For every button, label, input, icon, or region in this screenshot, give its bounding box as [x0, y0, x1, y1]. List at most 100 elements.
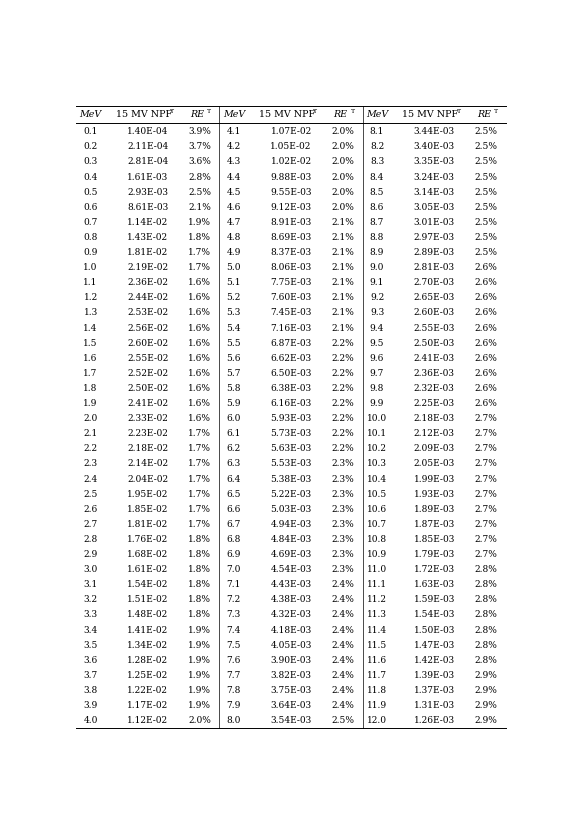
Text: 0.6: 0.6: [83, 203, 98, 212]
Text: 10.3: 10.3: [367, 460, 387, 469]
Text: 3.05E-03: 3.05E-03: [414, 203, 455, 212]
Text: 4.3: 4.3: [227, 158, 241, 167]
Text: 5.8: 5.8: [227, 384, 241, 393]
Text: T: T: [170, 108, 174, 113]
Text: 1.99E-03: 1.99E-03: [414, 475, 455, 484]
Text: 5.1: 5.1: [227, 278, 241, 287]
Text: 5.73E-03: 5.73E-03: [270, 429, 312, 438]
Text: 4.32E-03: 4.32E-03: [270, 611, 312, 619]
Text: 7.8: 7.8: [227, 686, 241, 695]
Text: 10.1: 10.1: [367, 429, 387, 438]
Text: 1.54E-03: 1.54E-03: [414, 611, 455, 619]
Text: 2.3: 2.3: [83, 460, 98, 469]
Text: 1.93E-03: 1.93E-03: [414, 489, 455, 498]
Text: 1.6%: 1.6%: [188, 399, 211, 408]
Text: 2.2%: 2.2%: [331, 414, 354, 423]
Text: 9.3: 9.3: [370, 309, 384, 318]
Text: 2.7%: 2.7%: [474, 535, 498, 544]
Text: 2.7%: 2.7%: [474, 505, 498, 514]
Text: 2.9%: 2.9%: [474, 686, 498, 695]
Text: 2.1%: 2.1%: [331, 278, 354, 287]
Text: 1.41E-02: 1.41E-02: [127, 626, 169, 635]
Text: 1.14E-02: 1.14E-02: [127, 218, 169, 227]
Text: 6.38E-03: 6.38E-03: [270, 384, 312, 393]
Text: 5.53E-03: 5.53E-03: [270, 460, 312, 469]
Text: 1.54E-02: 1.54E-02: [127, 580, 169, 589]
Text: 2.1%: 2.1%: [331, 323, 354, 333]
Text: 5.03E-03: 5.03E-03: [270, 505, 312, 514]
Text: 7.5: 7.5: [227, 640, 241, 649]
Text: 5.7: 5.7: [227, 369, 241, 378]
Text: 7.6: 7.6: [227, 656, 241, 665]
Text: 4.69E-03: 4.69E-03: [270, 550, 312, 559]
Text: T: T: [494, 108, 498, 113]
Text: 11.6: 11.6: [367, 656, 387, 665]
Text: 8.37E-03: 8.37E-03: [270, 248, 312, 257]
Text: 2.65E-03: 2.65E-03: [414, 293, 455, 302]
Text: 2.5%: 2.5%: [474, 218, 498, 227]
Text: 3.90E-03: 3.90E-03: [270, 656, 312, 665]
Text: 1.28E-02: 1.28E-02: [127, 656, 169, 665]
Text: 2.8%: 2.8%: [474, 656, 498, 665]
Text: 1.7%: 1.7%: [188, 444, 211, 453]
Text: 2.3%: 2.3%: [331, 565, 354, 574]
Text: 4.94E-03: 4.94E-03: [270, 520, 312, 529]
Text: 0.9: 0.9: [83, 248, 98, 257]
Text: 9.55E-03: 9.55E-03: [270, 188, 312, 197]
Text: 1.9%: 1.9%: [188, 701, 211, 710]
Text: 6.9: 6.9: [227, 550, 241, 559]
Text: 1.6%: 1.6%: [188, 384, 211, 393]
Text: 2.19E-02: 2.19E-02: [127, 264, 169, 272]
Text: 4.05E-03: 4.05E-03: [270, 640, 312, 649]
Text: 11.3: 11.3: [367, 611, 387, 619]
Text: 7.75E-03: 7.75E-03: [270, 278, 312, 287]
Text: 5.4: 5.4: [227, 323, 241, 333]
Text: 2.2: 2.2: [83, 444, 98, 453]
Text: 1.8%: 1.8%: [188, 535, 211, 544]
Text: 2.11E-04: 2.11E-04: [127, 142, 169, 151]
Text: 8.9: 8.9: [370, 248, 384, 257]
Text: 6.1: 6.1: [227, 429, 241, 438]
Text: 1.9%: 1.9%: [188, 640, 211, 649]
Text: 1.8%: 1.8%: [188, 611, 211, 619]
Text: 1.7%: 1.7%: [188, 264, 211, 272]
Text: 1.26E-03: 1.26E-03: [414, 716, 455, 725]
Text: 6.7: 6.7: [227, 520, 241, 529]
Text: 1.63E-03: 1.63E-03: [414, 580, 455, 589]
Text: 0.5: 0.5: [83, 188, 98, 197]
Text: 5.38E-03: 5.38E-03: [270, 475, 312, 484]
Text: 1.9%: 1.9%: [188, 218, 211, 227]
Text: 3.1: 3.1: [83, 580, 98, 589]
Text: 7.1: 7.1: [227, 580, 241, 589]
Text: 2.93E-03: 2.93E-03: [127, 188, 168, 197]
Text: 8.4: 8.4: [370, 172, 384, 181]
Text: 2.0%: 2.0%: [188, 716, 211, 725]
Text: 2.2%: 2.2%: [331, 369, 354, 378]
Text: 2.3%: 2.3%: [331, 475, 354, 484]
Text: 2.5%: 2.5%: [474, 142, 498, 151]
Text: 2.9%: 2.9%: [474, 701, 498, 710]
Text: 1.89E-03: 1.89E-03: [414, 505, 455, 514]
Text: 2.55E-02: 2.55E-02: [127, 354, 169, 363]
Text: 7.2: 7.2: [227, 595, 241, 604]
Text: 2.5%: 2.5%: [188, 188, 211, 197]
Text: 11.2: 11.2: [367, 595, 387, 604]
Text: 2.5%: 2.5%: [474, 188, 498, 197]
Text: 2.4: 2.4: [83, 475, 98, 484]
Text: 1.25E-02: 1.25E-02: [127, 671, 169, 680]
Text: 1.61E-02: 1.61E-02: [127, 565, 169, 574]
Text: 2.60E-02: 2.60E-02: [127, 338, 169, 347]
Text: 2.81E-03: 2.81E-03: [414, 264, 455, 272]
Text: 2.0%: 2.0%: [331, 188, 354, 197]
Text: 2.18E-02: 2.18E-02: [127, 444, 169, 453]
Text: 2.5%: 2.5%: [474, 248, 498, 257]
Text: 3.7: 3.7: [83, 671, 98, 680]
Text: 8.1: 8.1: [370, 127, 384, 136]
Text: 2.50E-02: 2.50E-02: [127, 384, 169, 393]
Text: 1.02E-02: 1.02E-02: [270, 158, 312, 167]
Text: 4.18E-03: 4.18E-03: [270, 626, 312, 635]
Text: 2.5%: 2.5%: [474, 172, 498, 181]
Text: 5.93E-03: 5.93E-03: [270, 414, 312, 423]
Text: 2.9%: 2.9%: [474, 671, 498, 680]
Text: 3.5: 3.5: [83, 640, 98, 649]
